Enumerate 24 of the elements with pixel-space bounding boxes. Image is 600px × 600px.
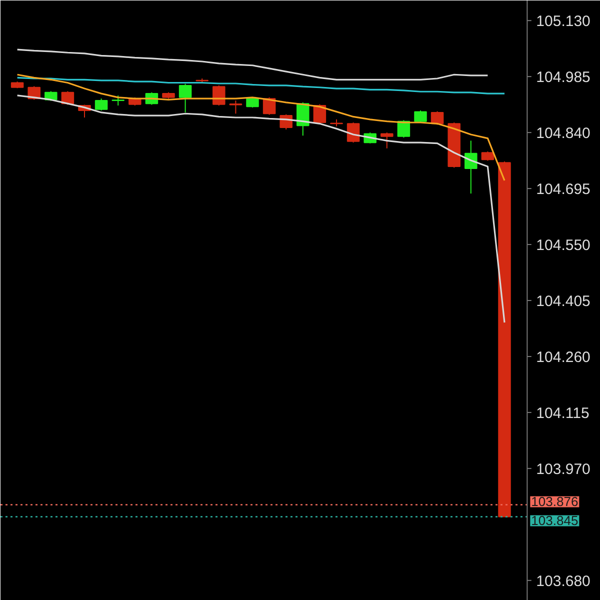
candlestick xyxy=(178,83,192,113)
ref-line-label: 103.876 xyxy=(531,494,578,510)
candlestick xyxy=(112,94,124,106)
candlestick xyxy=(481,150,494,162)
ref-line-label: 103.845 xyxy=(531,513,578,528)
y-tick-label: 104.260 xyxy=(536,348,590,366)
line-series xyxy=(16,48,488,80)
y-tick-label: 104.115 xyxy=(536,404,590,422)
y-tick-label: 104.840 xyxy=(536,125,590,142)
candlestick xyxy=(94,98,108,112)
y-tick-label: 105.130 xyxy=(536,13,590,30)
line-series xyxy=(16,94,506,324)
y-tick-label: 103.970 xyxy=(536,460,590,478)
candlestick xyxy=(380,132,394,149)
candlestick xyxy=(212,84,226,106)
candlestick xyxy=(430,110,444,126)
line-series xyxy=(16,74,506,182)
line-series xyxy=(16,76,506,94)
y-tick-label: 104.550 xyxy=(536,237,590,254)
y-tick-label: 103.680 xyxy=(536,572,590,590)
y-tick-label: 104.985 xyxy=(536,69,590,86)
y-tick-label: 104.405 xyxy=(536,293,590,310)
candlestick xyxy=(464,140,478,194)
y-tick-label: 104.695 xyxy=(536,181,590,198)
